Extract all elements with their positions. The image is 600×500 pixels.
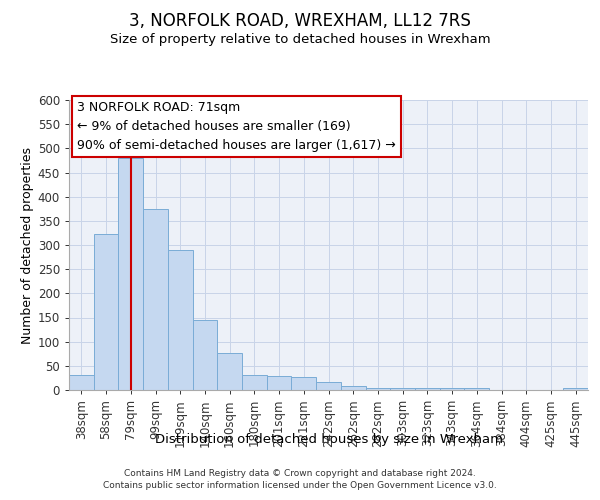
- Text: Distribution of detached houses by size in Wrexham: Distribution of detached houses by size …: [155, 432, 503, 446]
- Bar: [217, 354, 242, 390]
- Text: 3, NORFOLK ROAD, WREXHAM, LL12 7RS: 3, NORFOLK ROAD, WREXHAM, LL12 7RS: [129, 12, 471, 30]
- Bar: [365, 388, 390, 390]
- Text: Size of property relative to detached houses in Wrexham: Size of property relative to detached ho…: [110, 32, 490, 46]
- Bar: [440, 388, 464, 390]
- Bar: [390, 388, 415, 390]
- Bar: [563, 388, 588, 390]
- Bar: [464, 388, 489, 390]
- Bar: [341, 386, 365, 390]
- Bar: [316, 382, 341, 390]
- Bar: [143, 209, 168, 390]
- Bar: [292, 378, 316, 390]
- Bar: [168, 250, 193, 390]
- Bar: [267, 376, 292, 390]
- Bar: [242, 374, 267, 390]
- Bar: [415, 388, 440, 390]
- Text: 3 NORFOLK ROAD: 71sqm
← 9% of detached houses are smaller (169)
90% of semi-deta: 3 NORFOLK ROAD: 71sqm ← 9% of detached h…: [77, 102, 395, 152]
- Text: Contains HM Land Registry data © Crown copyright and database right 2024.
Contai: Contains HM Land Registry data © Crown c…: [103, 468, 497, 490]
- Bar: [69, 374, 94, 390]
- Bar: [118, 158, 143, 390]
- Y-axis label: Number of detached properties: Number of detached properties: [20, 146, 34, 344]
- Bar: [94, 234, 118, 390]
- Bar: [193, 320, 217, 390]
